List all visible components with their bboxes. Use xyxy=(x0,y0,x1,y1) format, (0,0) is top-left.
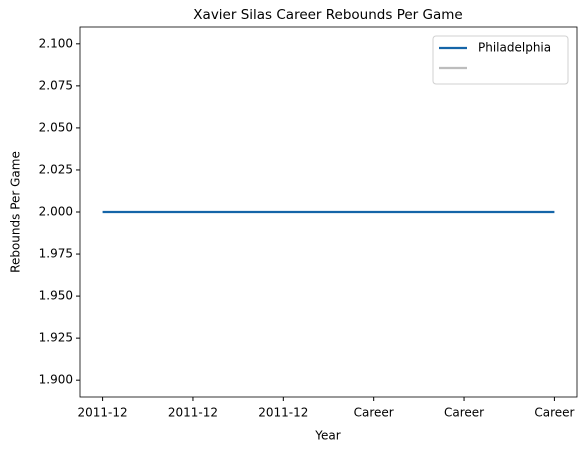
x-tick-label: Career xyxy=(534,406,574,420)
x-axis-label: Year xyxy=(314,429,340,443)
chart-title: Xavier Silas Career Rebounds Per Game xyxy=(193,7,462,23)
x-tick-label: 2011-12 xyxy=(78,406,128,420)
y-tick-label: 1.900 xyxy=(39,373,73,387)
x-tick-label: 2011-12 xyxy=(258,406,308,420)
x-tick-label: Career xyxy=(354,406,394,420)
y-tick-label: 1.950 xyxy=(39,289,73,303)
y-axis-label: Rebounds Per Game xyxy=(9,151,23,273)
y-tick-label: 2.050 xyxy=(39,120,73,134)
y-tick-label: 1.975 xyxy=(39,247,73,261)
y-tick-label: 2.100 xyxy=(39,36,73,50)
y-tick-label: 2.025 xyxy=(39,162,73,176)
y-tick-label: 1.925 xyxy=(39,331,73,345)
plot-frame xyxy=(79,26,578,398)
y-tick-label: 2.075 xyxy=(39,78,73,92)
y-tick-label: 2.000 xyxy=(39,205,73,219)
x-tick-label: Career xyxy=(444,406,484,420)
x-tick-label: 2011-12 xyxy=(168,406,218,420)
legend-label: Philadelphia xyxy=(478,41,551,55)
